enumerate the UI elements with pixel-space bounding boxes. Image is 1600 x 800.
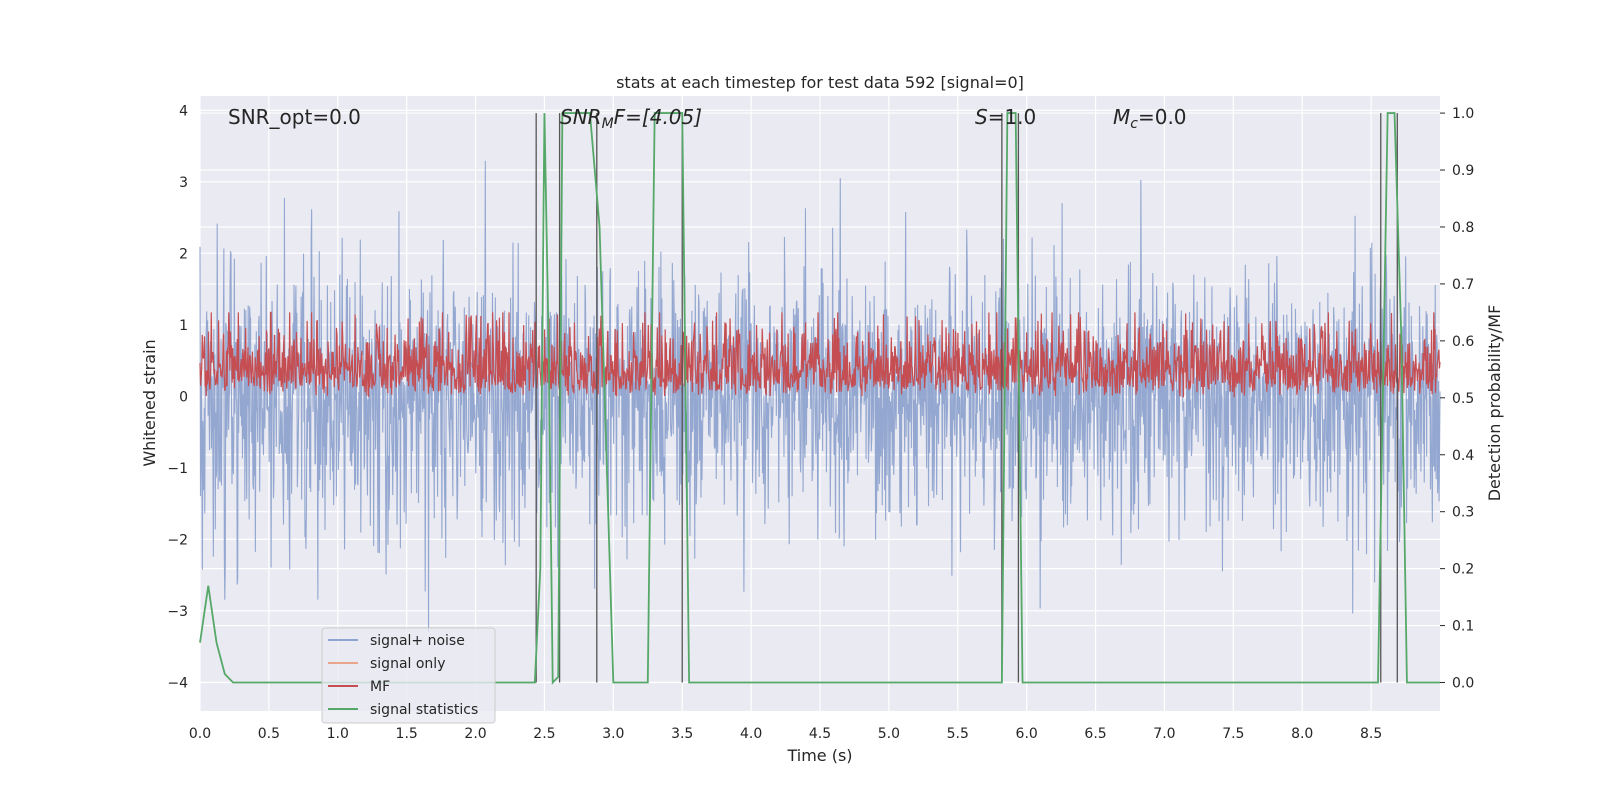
legend-label-signal-noise: signal+ noise xyxy=(370,633,465,649)
legend-label-signal-only: signal only xyxy=(370,656,445,672)
y-right-tick-label: 0.2 xyxy=(1452,562,1474,578)
x-tick-labels: 0.0 0.5 1.0 1.5 2.0 2.5 3.0 3.5 4.0 4.5 5.0 5.5 6.0 6… xyxy=(189,726,1382,742)
y-right-tick-label: 0.9 xyxy=(1452,163,1474,179)
x-tick-label: 0.5 xyxy=(258,726,280,742)
y-right-tick-labels: 1.0 0.9 0.8 0.7 0.6 0.5 0.4 0.3 0.2 0.1 0.0 xyxy=(1440,106,1474,692)
y-right-tick-label: 0.8 xyxy=(1452,220,1474,236)
x-axis-label: Time (s) xyxy=(786,746,852,765)
x-tick-label: 7.0 xyxy=(1153,726,1175,742)
annotation-mc-sub: c xyxy=(1130,116,1138,132)
mf-line xyxy=(199,311,1441,398)
y-right-axis-label: Detection probability/MF xyxy=(1485,305,1504,502)
y-tick-label: 0 xyxy=(179,389,188,405)
annotation-mc: Mc=0.0 xyxy=(1113,105,1187,132)
y-right-tick-label: 0.0 xyxy=(1452,676,1474,692)
y-tick-label: 3 xyxy=(179,175,188,191)
annotation-snr-mf: SNRMF=[4.05] xyxy=(560,105,702,132)
x-tick-label: 4.0 xyxy=(740,726,762,742)
annotation-mc-rest: =0.0 xyxy=(1138,105,1187,129)
y-tick-labels: 4 3 2 1 0 −1 −2 −3 −4 xyxy=(167,103,188,691)
legend-label-signal-statistics: signal statistics xyxy=(370,702,478,718)
x-tick-label: 2.0 xyxy=(464,726,486,742)
x-tick-label: 1.0 xyxy=(327,726,349,742)
x-tick-label: 5.5 xyxy=(947,726,969,742)
annotation-snr-mf-main: SNR xyxy=(560,105,602,129)
x-tick-label: 4.5 xyxy=(809,726,831,742)
x-tick-label: 2.5 xyxy=(533,726,555,742)
y-tick-label: −2 xyxy=(167,532,188,548)
y-right-tick-label: 0.6 xyxy=(1452,334,1474,350)
chart-title: stats at each timestep for test data 592… xyxy=(616,73,1024,92)
x-tick-label: 8.0 xyxy=(1291,726,1313,742)
x-tick-label: 1.5 xyxy=(396,726,418,742)
annotation-s: S=1.0 xyxy=(975,105,1036,129)
x-tick-label: 8.5 xyxy=(1360,726,1382,742)
y-tick-label: 4 xyxy=(179,103,188,119)
signal-noise-series xyxy=(199,160,1441,633)
y-right-tick-label: 0.3 xyxy=(1452,505,1474,521)
annotation-s-rest: =1.0 xyxy=(988,105,1037,129)
annotation-snr-mf-rest: F=[4.05] xyxy=(614,105,702,129)
legend-label-mf: MF xyxy=(370,679,390,695)
annotation-mc-main: M xyxy=(1113,105,1130,129)
x-tick-label: 3.0 xyxy=(602,726,624,742)
y-tick-label: −1 xyxy=(167,461,188,477)
y-tick-label: 2 xyxy=(179,246,188,262)
y-right-tick-label: 0.4 xyxy=(1452,448,1474,464)
annotation-snr-mf-sub: M xyxy=(602,116,614,132)
y-tick-label: 1 xyxy=(179,318,188,334)
annotation-snr-opt: SNR_opt=0.0 xyxy=(228,105,361,129)
x-tick-label: 6.5 xyxy=(1084,726,1106,742)
mf-series xyxy=(199,311,1441,398)
x-tick-label: 3.5 xyxy=(671,726,693,742)
x-tick-label: 7.5 xyxy=(1222,726,1244,742)
x-tick-label: 5.0 xyxy=(878,726,900,742)
x-tick-label: 6.0 xyxy=(1016,726,1038,742)
annotation-s-main: S xyxy=(975,105,988,129)
signal-noise-line xyxy=(199,160,1441,633)
y-right-tick-label: 0.1 xyxy=(1452,619,1474,635)
y-axis-label: Whitened strain xyxy=(140,339,159,466)
legend: signal+ noise signal only MF signal stat… xyxy=(321,627,496,724)
y-right-tick-label: 0.7 xyxy=(1452,277,1474,293)
y-right-tick-label: 0.5 xyxy=(1452,391,1474,407)
x-tick-label: 0.0 xyxy=(189,726,211,742)
y-tick-label: −3 xyxy=(167,604,188,620)
legend-box xyxy=(321,627,496,724)
y-tick-label: −4 xyxy=(167,675,188,691)
y-right-tick-label: 1.0 xyxy=(1452,106,1474,122)
